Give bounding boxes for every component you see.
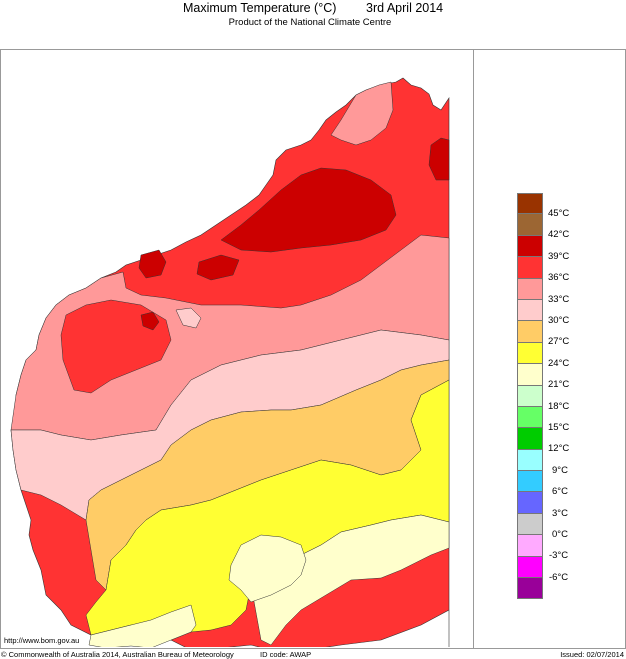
copyright-text: © Commonwealth of Australia 2014, Austra… bbox=[1, 650, 234, 659]
map-title: Maximum Temperature (°C) 3rd April 2014 bbox=[0, 0, 626, 20]
legend-label: 6°C bbox=[552, 486, 568, 497]
legend-swatch bbox=[517, 364, 543, 386]
legend-swatch bbox=[517, 385, 543, 407]
legend-label: 36°C bbox=[548, 272, 570, 283]
region-39-42-west1 bbox=[138, 249, 167, 279]
subtitle-text: Product of the National Climate Centre bbox=[228, 17, 392, 28]
region-33-36-north bbox=[330, 81, 394, 146]
legend-swatch bbox=[517, 299, 543, 322]
legend-swatch bbox=[517, 235, 543, 258]
legend-label: 21°C bbox=[548, 379, 570, 390]
legend-label: -3°C bbox=[549, 550, 569, 561]
region-39-42-kimberley bbox=[220, 167, 397, 253]
title-text: Maximum Temperature (°C) bbox=[183, 1, 337, 15]
legend-swatch bbox=[517, 578, 543, 600]
color-legend bbox=[517, 193, 543, 600]
frame-divider bbox=[473, 49, 474, 648]
legend-label: -6°C bbox=[549, 572, 569, 583]
region-39-42-pilbara bbox=[140, 311, 160, 331]
subtitle: Product of the National Climate Centre bbox=[0, 17, 626, 28]
legend-label: 9°C bbox=[552, 465, 568, 476]
legend-label: 42°C bbox=[548, 229, 570, 240]
legend-swatch bbox=[517, 428, 543, 450]
legend-label: 39°C bbox=[548, 251, 570, 262]
legend-label: 12°C bbox=[548, 443, 570, 454]
legend-label: 0°C bbox=[552, 529, 568, 540]
region-39-42-west2 bbox=[196, 254, 240, 281]
legend-swatch bbox=[517, 278, 543, 300]
legend-label: 18°C bbox=[548, 401, 570, 412]
legend-swatch bbox=[517, 492, 543, 514]
legend-swatch bbox=[517, 535, 543, 557]
title-date: 3rd April 2014 bbox=[366, 1, 444, 15]
legend-swatch bbox=[517, 513, 543, 536]
region-21-24-inland bbox=[228, 534, 307, 603]
id-code: ID code: AWAP bbox=[260, 650, 312, 659]
temperature-map bbox=[10, 77, 450, 647]
legend-swatch bbox=[517, 406, 543, 429]
legend-swatch bbox=[517, 471, 543, 493]
legend-swatch bbox=[517, 214, 543, 236]
legend-swatch bbox=[517, 556, 543, 579]
region-21-24-southwest bbox=[88, 604, 197, 647]
legend-label: 30°C bbox=[548, 315, 570, 326]
legend-swatch bbox=[517, 321, 543, 343]
legend-label: 3°C bbox=[552, 508, 568, 519]
legend-swatch bbox=[517, 342, 543, 365]
legend-label: 33°C bbox=[548, 294, 570, 305]
legend-label: 27°C bbox=[548, 336, 570, 347]
legend-label: 24°C bbox=[548, 358, 570, 369]
issued-date: Issued: 02/07/2014 bbox=[560, 650, 624, 659]
region-21-24-south bbox=[250, 514, 450, 646]
legend-swatch bbox=[517, 193, 543, 215]
region-39-42-east bbox=[428, 137, 450, 181]
legend-swatch bbox=[517, 257, 543, 279]
legend-label: 15°C bbox=[548, 422, 570, 433]
source-url[interactable]: http://www.bom.gov.au bbox=[4, 636, 80, 645]
legend-label: 45°C bbox=[548, 208, 570, 219]
legend-swatch bbox=[517, 449, 543, 472]
region-30-33-patch bbox=[175, 307, 202, 329]
